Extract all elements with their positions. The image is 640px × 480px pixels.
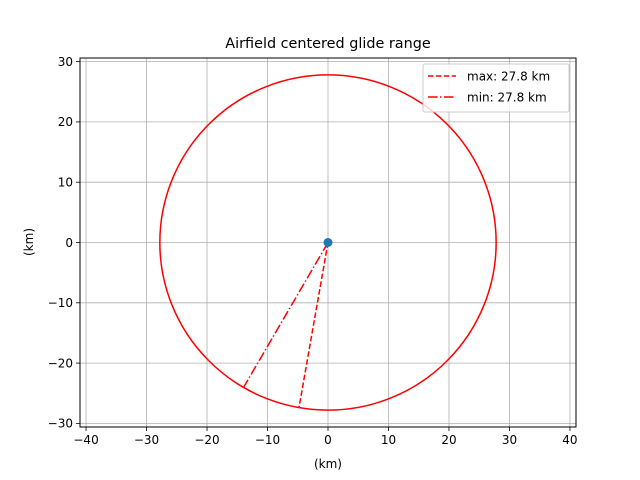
y-tick-label: −30 xyxy=(48,417,73,431)
y-tick-label: 0 xyxy=(65,236,73,250)
legend-frame xyxy=(422,63,570,113)
y-tick-label: 10 xyxy=(58,176,73,190)
legend-label: min: 27.8 km xyxy=(467,90,547,104)
x-axis-title: (km) xyxy=(314,457,342,471)
series-line xyxy=(242,242,329,389)
x-tick-label: 20 xyxy=(441,433,456,447)
x-tick-label: −30 xyxy=(134,433,159,447)
y-axis-ticks: −30 −20 −10 0 10 20 30 xyxy=(48,55,80,431)
legend: max: 27.8 km min: 27.8 km xyxy=(422,63,570,113)
y-axis-title: (km) xyxy=(22,228,36,256)
series-line xyxy=(298,242,329,408)
y-tick-label: −20 xyxy=(48,356,73,370)
plot-area xyxy=(159,74,497,411)
x-tick-label: −40 xyxy=(73,433,98,447)
chart-title: Airfield centered glide range xyxy=(225,36,431,52)
x-axis-ticks: −40 −30 −20 −10 0 10 20 30 40 xyxy=(73,427,578,447)
y-tick-label: 30 xyxy=(58,55,73,69)
airfield-marker xyxy=(323,238,333,247)
x-tick-label: 40 xyxy=(562,433,577,447)
legend-label: max: 27.8 km xyxy=(467,69,550,83)
x-tick-label: 0 xyxy=(324,433,332,447)
y-tick-label: −10 xyxy=(48,296,73,310)
x-tick-label: 30 xyxy=(502,433,517,447)
glide-range-circle xyxy=(159,74,497,411)
x-tick-label: −20 xyxy=(194,433,219,447)
y-tick-label: 20 xyxy=(58,115,73,129)
grid-lines xyxy=(80,58,576,427)
x-tick-label: 10 xyxy=(381,433,396,447)
x-tick-label: −10 xyxy=(255,433,280,447)
